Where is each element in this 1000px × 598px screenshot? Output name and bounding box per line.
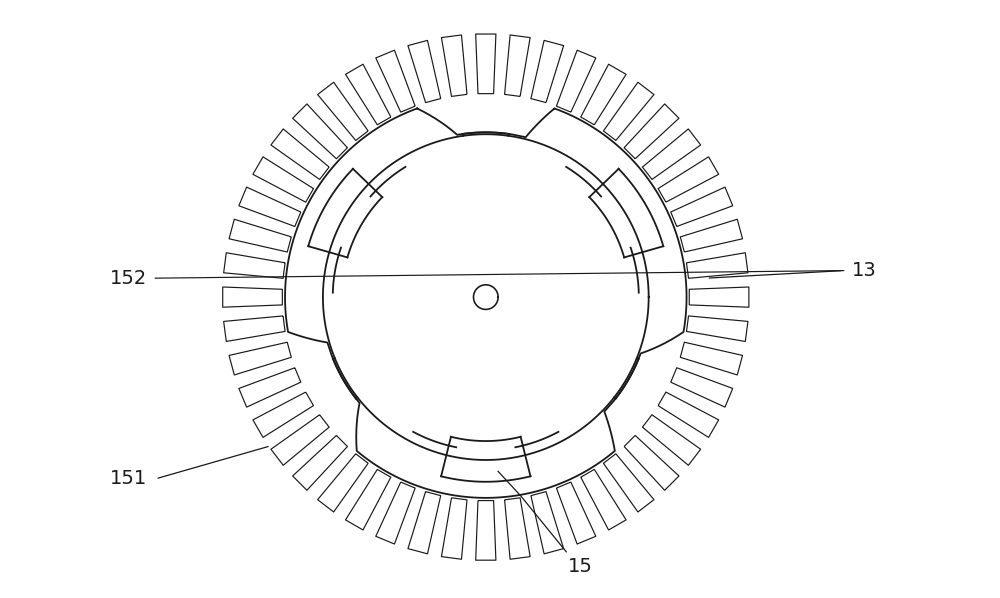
Text: 152: 152 (110, 269, 147, 288)
Text: 15: 15 (568, 557, 593, 575)
Text: 151: 151 (110, 469, 147, 489)
Text: 13: 13 (852, 261, 877, 280)
